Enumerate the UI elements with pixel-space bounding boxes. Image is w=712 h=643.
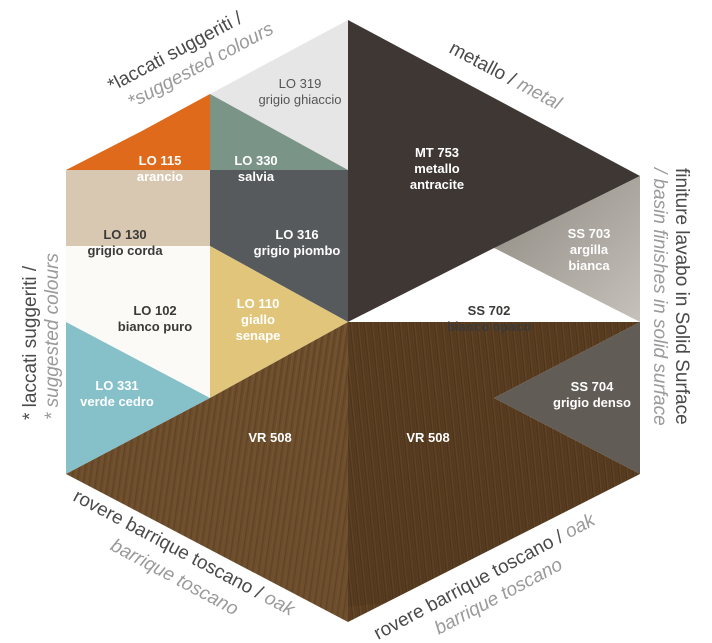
swatch-lo110 <box>210 246 348 398</box>
swatch-lo330 <box>210 94 348 170</box>
mt753-name-1: metallo <box>414 161 460 176</box>
ss704-name: grigio denso <box>553 395 631 410</box>
lo316-code: LO 316 <box>275 227 318 242</box>
lo331-name: verde cedro <box>80 394 154 409</box>
lo110-name-1: giallo <box>241 312 275 327</box>
lo130-code: LO 130 <box>103 227 146 242</box>
swatch-ss704 <box>494 322 640 474</box>
ss702-name: bianco opaco <box>447 319 531 334</box>
ss703-name-1: argilla <box>570 242 609 257</box>
lo110-code: LO 110 <box>237 296 280 311</box>
lo110-name-2: senape <box>236 328 281 343</box>
swatch-vr508-right <box>348 322 640 622</box>
lo102-name: bianco puro <box>118 319 192 334</box>
ss704-code: SS 704 <box>571 379 614 394</box>
swatch-lo316 <box>210 170 348 322</box>
svg-text:/ basin finishes in solid surf: / basin finishes in solid surface <box>649 166 670 426</box>
svg-text:finiture lavabo in Solid Surfa: finiture lavabo in Solid Surface <box>671 168 692 425</box>
caption-left: * laccati suggeriti / * suggested colour… <box>20 253 63 420</box>
svg-text:* suggested colours: * suggested colours <box>42 253 63 420</box>
ss703-code: SS 703 <box>568 226 611 241</box>
swatch-lo319 <box>210 20 348 170</box>
vr508-right-code: VR 508 <box>406 430 449 445</box>
vr508-left-code: VR 508 <box>248 430 291 445</box>
ss702-code: SS 702 <box>468 303 511 318</box>
swatch-ss703 <box>494 176 640 322</box>
ss703-name-2: bianca <box>568 258 610 273</box>
lo319-name: grigio ghiaccio <box>258 92 341 107</box>
lo115-name: arancio <box>137 169 183 184</box>
lo330-name: salvia <box>238 169 275 184</box>
lo115-code: LO 115 <box>139 153 182 168</box>
swatch-lo102 <box>66 246 210 398</box>
swatch-mt753 <box>348 20 640 322</box>
lo130-name: grigio corda <box>87 243 163 258</box>
mt753-name-2: antracite <box>410 177 464 192</box>
caption-right: finiture lavabo in Solid Surface / basin… <box>649 166 692 426</box>
mt753-code: MT 753 <box>415 145 459 160</box>
svg-text:* laccati suggeriti /: * laccati suggeriti / <box>20 265 41 420</box>
lo319-code: LO 319 <box>279 76 322 91</box>
swatch-vr508-left <box>66 322 348 622</box>
lo330-code: LO 330 <box>234 153 277 168</box>
swatch-lo115 <box>66 94 210 170</box>
lo102-code: LO 102 <box>133 303 176 318</box>
swatch-lo331 <box>66 322 210 474</box>
lo316-name: grigio piombo <box>254 243 341 258</box>
swatch-ss702 <box>348 248 640 322</box>
swatch-lo130 <box>66 170 210 246</box>
lo331-code: LO 331 <box>95 378 138 393</box>
